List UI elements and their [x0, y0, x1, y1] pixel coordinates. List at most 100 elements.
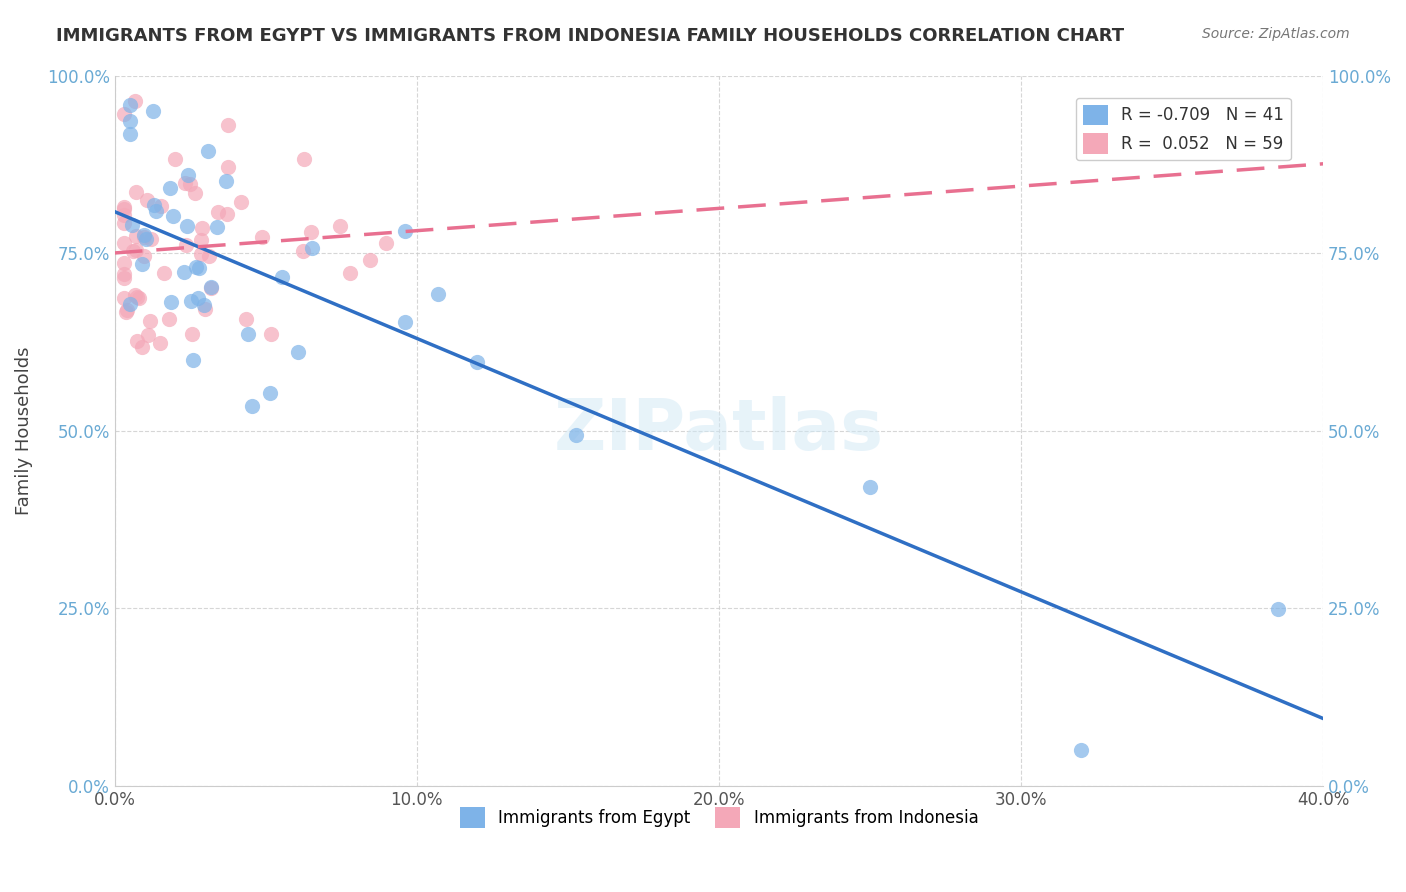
Point	[139, 232, 162, 246]
Point	[128, 291, 150, 305]
Point	[240, 399, 263, 413]
Point	[135, 232, 157, 246]
Legend: Immigrants from Egypt, Immigrants from Indonesia: Immigrants from Egypt, Immigrants from I…	[453, 801, 986, 834]
Text: IMMIGRANTS FROM EGYPT VS IMMIGRANTS FROM INDONESIA FAMILY HOUSEHOLDS CORRELATION: IMMIGRANTS FROM EGYPT VS IMMIGRANTS FROM…	[56, 27, 1125, 45]
Point	[299, 225, 322, 239]
Point	[238, 326, 260, 341]
Point	[112, 200, 135, 214]
Point	[217, 118, 239, 132]
Point	[134, 249, 156, 263]
Point	[180, 294, 202, 309]
Point	[125, 185, 148, 199]
Point	[153, 266, 176, 280]
Point	[214, 174, 236, 188]
Point	[112, 235, 135, 250]
Point	[215, 207, 238, 221]
Point	[375, 235, 398, 250]
Point	[136, 328, 159, 343]
Point	[190, 233, 212, 247]
Point	[186, 260, 208, 274]
Point	[124, 95, 146, 109]
Point	[207, 219, 229, 234]
Point	[200, 281, 222, 295]
Point	[231, 194, 253, 209]
Point	[112, 216, 135, 230]
Point	[112, 256, 135, 270]
Point	[112, 202, 135, 216]
Text: ZIPatlas: ZIPatlas	[554, 396, 884, 465]
Point	[1070, 743, 1092, 757]
Point	[112, 107, 135, 121]
Point	[139, 314, 162, 328]
Point	[163, 153, 186, 167]
Point	[131, 257, 153, 271]
Point	[122, 244, 145, 258]
Point	[1267, 601, 1289, 615]
Point	[142, 198, 165, 212]
Point	[173, 265, 195, 279]
Point	[207, 205, 229, 219]
Point	[287, 345, 309, 359]
Point	[112, 270, 135, 285]
Point	[184, 186, 207, 201]
Point	[112, 267, 135, 281]
Point	[145, 204, 167, 219]
Point	[859, 480, 882, 494]
Point	[301, 241, 323, 255]
Point	[173, 176, 195, 190]
Point	[260, 327, 283, 342]
Point	[160, 295, 183, 310]
Point	[181, 352, 204, 367]
Text: Source: ZipAtlas.com: Source: ZipAtlas.com	[1202, 27, 1350, 41]
Point	[250, 230, 273, 244]
Point	[217, 160, 239, 174]
Point	[465, 355, 488, 369]
Point	[193, 302, 215, 317]
Point	[190, 246, 212, 260]
Point	[200, 280, 222, 294]
Point	[125, 244, 148, 258]
Point	[141, 103, 163, 118]
Point	[136, 193, 159, 207]
Point	[121, 218, 143, 232]
Point	[193, 298, 215, 312]
Point	[112, 208, 135, 222]
Point	[329, 219, 352, 233]
Point	[181, 326, 204, 341]
Point	[187, 260, 209, 275]
Point	[259, 385, 281, 400]
Point	[125, 334, 148, 348]
Point	[197, 145, 219, 159]
Point	[187, 291, 209, 305]
Point	[427, 287, 450, 301]
Point	[565, 427, 588, 442]
Point	[176, 219, 198, 233]
Point	[271, 269, 294, 284]
Point	[125, 228, 148, 243]
Point	[394, 315, 416, 329]
Point	[159, 181, 181, 195]
Point	[127, 290, 149, 304]
Point	[112, 291, 135, 305]
Point	[149, 336, 172, 351]
Point	[118, 297, 141, 311]
Point	[179, 178, 201, 192]
Point	[394, 224, 416, 238]
Point	[118, 113, 141, 128]
Point	[150, 199, 173, 213]
Point	[124, 288, 146, 302]
Point	[132, 229, 155, 244]
Point	[235, 312, 257, 326]
Point	[157, 312, 180, 326]
Point	[132, 228, 155, 243]
Point	[162, 209, 184, 223]
Point	[198, 249, 221, 263]
Point	[118, 98, 141, 112]
Point	[176, 168, 198, 182]
Point	[115, 302, 138, 317]
Point	[131, 340, 153, 354]
Point	[115, 305, 138, 319]
Point	[118, 127, 141, 141]
Y-axis label: Family Households: Family Households	[15, 346, 32, 515]
Point	[292, 244, 315, 258]
